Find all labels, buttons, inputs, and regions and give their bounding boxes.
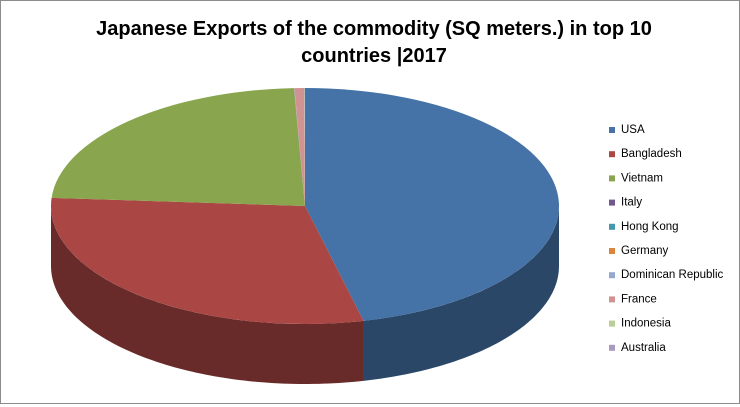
legend-label: Dominican Republic [621, 269, 724, 281]
slice [293, 88, 305, 206]
slice [294, 88, 305, 206]
legend-label: Italy [621, 197, 642, 209]
slice [294, 88, 305, 206]
legend-label: Vietnam [621, 172, 663, 184]
slice [294, 88, 305, 206]
legend-swatch [609, 272, 615, 279]
legend-swatch [609, 320, 615, 327]
legend-swatch [609, 127, 615, 133]
slice [51, 197, 364, 324]
legend-label: Hong Kong [621, 221, 679, 233]
slice-side [51, 206, 364, 384]
slice [293, 88, 305, 206]
legend-label: Germany [621, 245, 669, 257]
legend-swatch [609, 199, 615, 206]
slice [305, 88, 559, 321]
slice-side [363, 206, 559, 381]
legend-label: Australia [621, 342, 666, 354]
slice [304, 88, 305, 206]
chart-title: Japanese Exports of the commodity (SQ me… [96, 18, 652, 67]
legend-label: France [621, 293, 657, 305]
legend-swatch [609, 296, 615, 303]
legend-swatch [609, 223, 615, 230]
slice [51, 88, 306, 206]
legend-swatch [609, 175, 615, 182]
legend-label: Bangladesh [621, 148, 682, 160]
legend-swatch [609, 344, 615, 351]
legend-swatch [609, 248, 615, 254]
legend-label: USA [621, 124, 645, 136]
legend-swatch [609, 151, 615, 158]
legend-label: Indonesia [621, 318, 671, 330]
